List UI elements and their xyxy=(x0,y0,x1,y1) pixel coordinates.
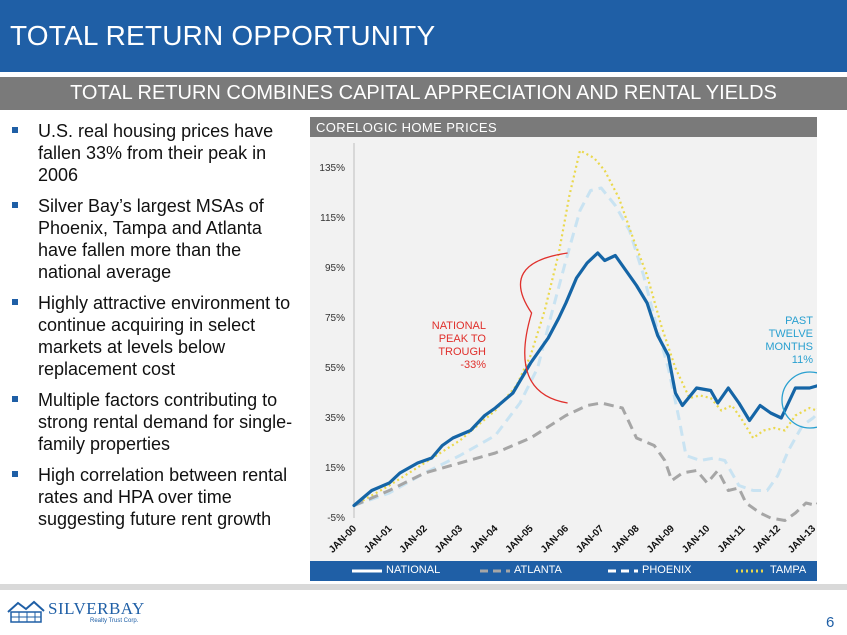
y-tick-label: 135% xyxy=(319,163,345,174)
bullet-item: Highly attractive environment to continu… xyxy=(10,292,300,380)
bullet-square-icon xyxy=(12,202,18,208)
bullet-item: High correlation between rental rates an… xyxy=(10,464,300,530)
bullet-square-icon xyxy=(12,471,18,477)
series-line-atlanta xyxy=(353,401,817,522)
y-tick-label: 15% xyxy=(325,463,345,474)
x-tick-label: JAN-09 xyxy=(645,523,677,555)
x-tick-label: JAN-02 xyxy=(398,523,430,555)
chart-legend: NATIONAL ATLANTA PHOENIX TAMPA xyxy=(310,561,817,581)
annotation-past-twelve-months-line: 11% xyxy=(792,354,813,366)
y-tick-label: 35% xyxy=(325,413,345,424)
x-tick-label: JAN-08 xyxy=(609,523,641,555)
page-subtitle: TOTAL RETURN COMBINES CAPITAL APPRECIATI… xyxy=(70,82,777,104)
bullet-square-icon xyxy=(12,127,18,133)
y-tick-label: 55% xyxy=(325,363,345,374)
legend-swatch-atlanta xyxy=(480,569,510,573)
x-tick-label: JAN-01 xyxy=(362,523,394,555)
series-line-tampa xyxy=(353,149,817,507)
bullet-text: Multiple factors contributing to strong … xyxy=(38,390,293,454)
y-tick-label: 95% xyxy=(325,263,345,274)
x-tick-label: JAN-10 xyxy=(680,523,712,555)
title-bar: TOTAL RETURN OPPORTUNITY xyxy=(0,0,847,72)
bullet-item: Multiple factors contributing to strong … xyxy=(10,389,300,455)
legend-swatch-tampa xyxy=(736,569,766,573)
legend-label-atlanta: ATLANTA xyxy=(514,564,562,576)
bullet-text: U.S. real housing prices have fallen 33%… xyxy=(38,121,274,185)
annotation-past-twelve-months-line: MONTHS xyxy=(765,341,813,353)
legend-label-phoenix: PHOENIX xyxy=(642,564,692,576)
house-logo-icon xyxy=(7,600,45,623)
annotation-past-twelve-months-line: TWELVE xyxy=(769,328,813,340)
bullet-square-icon xyxy=(12,299,18,305)
series-line-phoenix xyxy=(353,186,817,507)
subtitle-bar: TOTAL RETURN COMBINES CAPITAL APPRECIATI… xyxy=(0,77,847,110)
annotation-peak-trough-line: NATIONAL xyxy=(432,320,486,332)
legend-label-national: NATIONAL xyxy=(386,564,441,576)
legend-swatch-phoenix xyxy=(608,569,638,573)
x-tick-label: JAN-12 xyxy=(751,523,783,555)
peak-trough-bracket xyxy=(519,252,568,404)
legend-label-tampa: TAMPA xyxy=(770,564,807,576)
footer-divider xyxy=(0,584,847,590)
y-tick-label: 75% xyxy=(325,313,345,324)
logo-wordmark: SILVERBAY xyxy=(48,599,145,618)
bullet-text: Silver Bay’s largest MSAs of Phoenix, Ta… xyxy=(38,196,264,282)
page-title: TOTAL RETURN OPPORTUNITY xyxy=(10,20,436,51)
chart-title: CORELOGIC HOME PRICES xyxy=(316,120,498,135)
company-logo: SILVERBAY Realty Trust Corp. xyxy=(6,596,146,628)
x-tick-label: JAN-07 xyxy=(574,523,606,555)
x-tick-label: JAN-13 xyxy=(786,523,817,555)
x-tick-label: JAN-06 xyxy=(539,523,571,555)
annotation-peak-trough-line: -33% xyxy=(460,359,486,371)
x-tick-label: JAN-03 xyxy=(433,523,465,555)
y-tick-label: 115% xyxy=(320,213,345,224)
annotation-peak-trough-line: TROUGH xyxy=(438,346,486,358)
bullet-text: High correlation between rental rates an… xyxy=(38,465,288,529)
x-tick-label: JAN-05 xyxy=(504,523,536,555)
bullet-item: U.S. real housing prices have fallen 33%… xyxy=(10,120,300,186)
x-tick-label: JAN-00 xyxy=(327,523,359,555)
past-twelve-months-circle xyxy=(781,371,817,429)
annotation-past-twelve-months-line: PAST xyxy=(785,315,813,327)
title-divider xyxy=(0,72,847,76)
logo-subtext: Realty Trust Corp. xyxy=(90,618,139,624)
chart-panel: CORELOGIC HOME PRICES -5% 15% 35% 55% 75% 95%… xyxy=(310,117,817,581)
bullet-square-icon xyxy=(12,396,18,402)
bullet-text: Highly attractive environment to continu… xyxy=(38,293,291,379)
chart-header: CORELOGIC HOME PRICES xyxy=(310,117,817,137)
series-line-national xyxy=(352,251,817,508)
chart-plot: -5%15%35%55%75%95%115%135%JAN-00 JAN-01 JA… xyxy=(319,143,817,555)
y-tick-label: -5% xyxy=(327,513,345,524)
annotation-peak-trough-line: PEAK TO xyxy=(439,333,487,345)
bullet-item: Silver Bay’s largest MSAs of Phoenix, Ta… xyxy=(10,195,300,283)
legend-swatch-national xyxy=(352,569,382,573)
bullet-list: U.S. real housing prices have fallen 33%… xyxy=(10,120,300,539)
page-number: 6 xyxy=(826,614,835,631)
x-tick-label: JAN-04 xyxy=(468,523,500,555)
x-tick-label: JAN-11 xyxy=(716,523,748,555)
